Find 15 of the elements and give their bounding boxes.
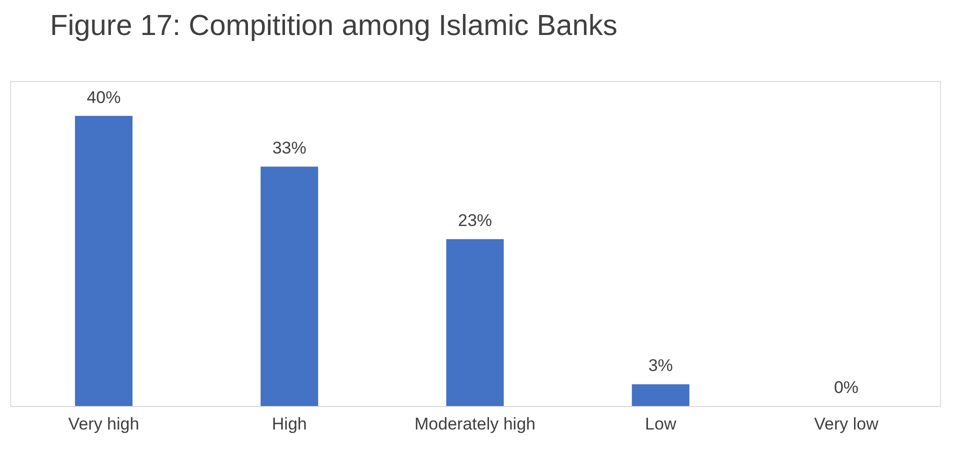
data-label: 33%	[272, 138, 306, 158]
chart-title: Figure 17: Compitition among Islamic Banks	[50, 10, 618, 42]
bar	[446, 239, 504, 406]
data-label: 23%	[458, 211, 492, 230]
bar	[74, 116, 133, 406]
x-tick-label: High	[272, 414, 307, 434]
x-tick-label: Very low	[814, 414, 880, 434]
bar	[632, 384, 690, 406]
x-tick-label: Very high	[68, 414, 140, 434]
x-tick-label: Moderately high	[414, 414, 536, 434]
x-tick-label: Low	[645, 414, 677, 434]
data-label: 0%	[834, 378, 859, 397]
bar	[260, 166, 318, 406]
data-label: 3%	[648, 356, 673, 376]
data-label: 40%	[86, 88, 121, 107]
